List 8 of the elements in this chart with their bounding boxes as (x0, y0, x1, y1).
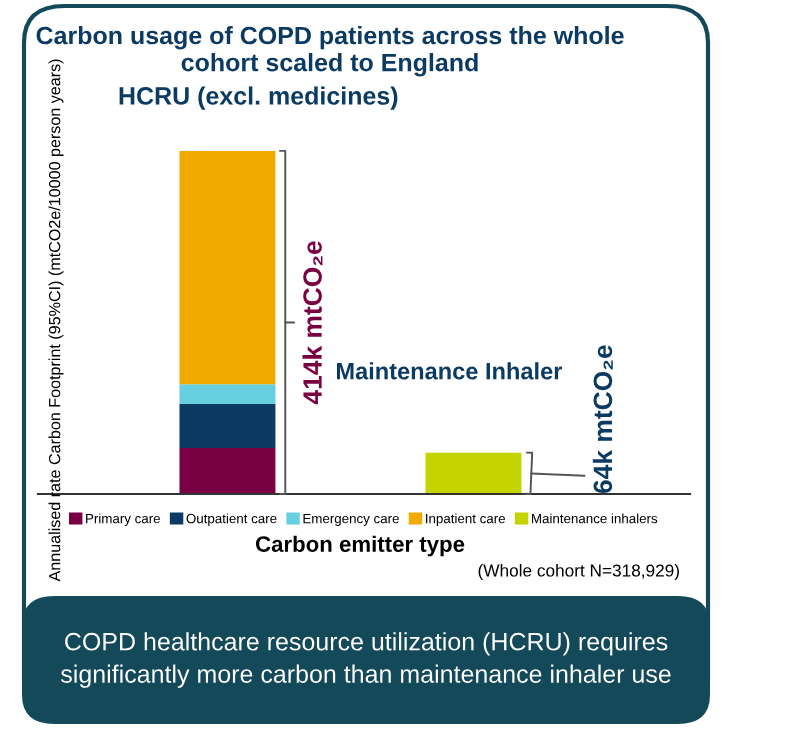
text: (Whole cohort N=318,929) (478, 563, 679, 581)
y-axis-title: Annualised rate Carbon Footprint (95%CI) (mtCO2e/10000 person years) (48, 59, 64, 582)
annotation: 64k mtCO₂e (592, 345, 613, 494)
x-tick-label: HCRU (excl. medicines) (119, 86, 398, 110)
annotation: 414k mtCO₂e (302, 241, 323, 405)
x-tick-label: Maintenance Inhaler (336, 362, 563, 380)
text: COPD healthcare resource utilization (HCRU) requires significantly more carbon than maintenance inhaler use (60, 632, 671, 688)
x-axis-title: Carbon emitter type (255, 535, 465, 557)
